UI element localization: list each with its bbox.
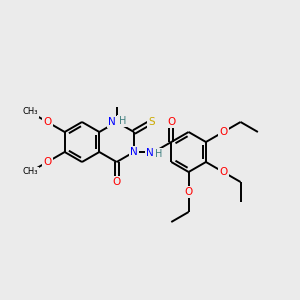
Text: CH₃: CH₃ xyxy=(22,167,38,176)
Text: O: O xyxy=(167,117,176,127)
Text: O: O xyxy=(43,117,52,127)
Text: N: N xyxy=(146,148,154,158)
Text: H: H xyxy=(155,149,162,159)
Text: CH₃: CH₃ xyxy=(22,107,38,116)
Text: N: N xyxy=(130,147,138,157)
Text: O: O xyxy=(43,157,52,167)
Text: H: H xyxy=(118,116,126,126)
Text: O: O xyxy=(184,187,193,197)
Text: S: S xyxy=(148,117,154,127)
Text: N: N xyxy=(108,117,116,127)
Text: O: O xyxy=(219,127,227,137)
Text: O: O xyxy=(219,167,227,177)
Text: O: O xyxy=(112,177,121,187)
